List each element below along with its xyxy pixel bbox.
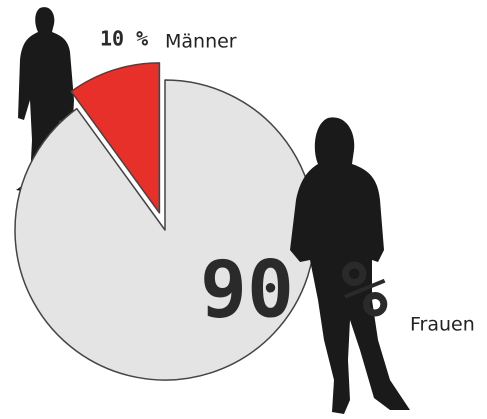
chart: 10 % Männer 90 % Frauen [0,0,487,419]
value-label: 90 % [200,245,388,335]
category-label: Frauen [410,314,475,336]
value-label: 10 % [100,27,148,51]
category-label: Männer [165,31,237,53]
